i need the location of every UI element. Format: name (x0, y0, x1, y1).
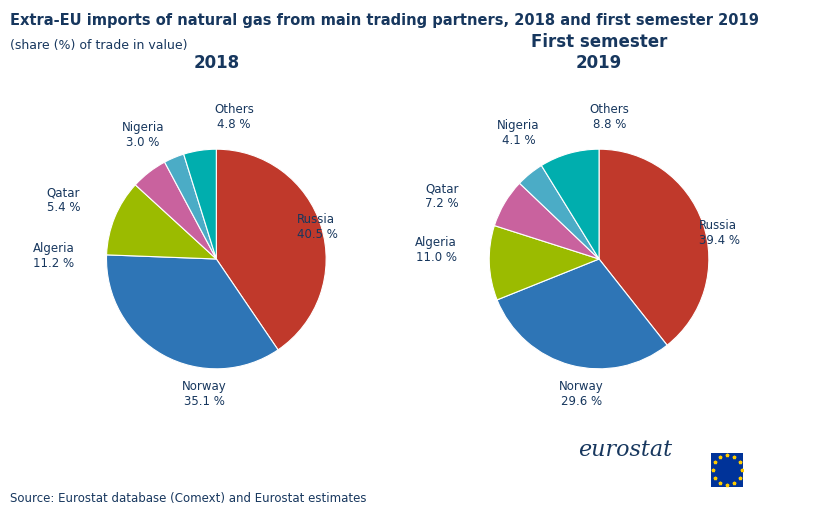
Wedge shape (184, 149, 216, 259)
Text: (share (%) of trade in value): (share (%) of trade in value) (10, 39, 187, 52)
Text: Others
8.8 %: Others 8.8 % (589, 103, 629, 131)
Text: Algeria
11.2 %: Algeria 11.2 % (32, 242, 74, 270)
Wedge shape (489, 225, 599, 300)
Text: Algeria
11.0 %: Algeria 11.0 % (415, 236, 457, 264)
Wedge shape (599, 149, 709, 345)
Wedge shape (494, 183, 599, 259)
Wedge shape (106, 185, 216, 259)
Wedge shape (136, 162, 216, 259)
Wedge shape (216, 149, 326, 350)
Wedge shape (165, 154, 216, 259)
Text: eurostat: eurostat (578, 439, 672, 461)
Text: Qatar
7.2 %: Qatar 7.2 % (425, 182, 458, 210)
Wedge shape (519, 166, 599, 259)
Wedge shape (542, 149, 599, 259)
Text: Source: Eurostat database (Comext) and Eurostat estimates: Source: Eurostat database (Comext) and E… (10, 492, 366, 505)
Wedge shape (106, 255, 278, 369)
Wedge shape (497, 259, 667, 369)
Text: Norway
29.6 %: Norway 29.6 % (559, 380, 604, 408)
Text: Norway
35.1 %: Norway 35.1 % (182, 380, 227, 408)
Text: Others
4.8 %: Others 4.8 % (214, 103, 254, 131)
Text: Nigeria
4.1 %: Nigeria 4.1 % (498, 119, 540, 147)
Text: Nigeria
3.0 %: Nigeria 3.0 % (121, 121, 165, 149)
Text: Qatar
5.4 %: Qatar 5.4 % (47, 186, 80, 214)
Text: Russia
40.5 %: Russia 40.5 % (297, 213, 338, 241)
Title: 2018: 2018 (193, 54, 240, 71)
Text: Russia
39.4 %: Russia 39.4 % (699, 219, 740, 247)
Text: Extra-EU imports of natural gas from main trading partners, 2018 and first semes: Extra-EU imports of natural gas from mai… (10, 13, 759, 28)
Title: First semester
2019: First semester 2019 (531, 33, 667, 71)
